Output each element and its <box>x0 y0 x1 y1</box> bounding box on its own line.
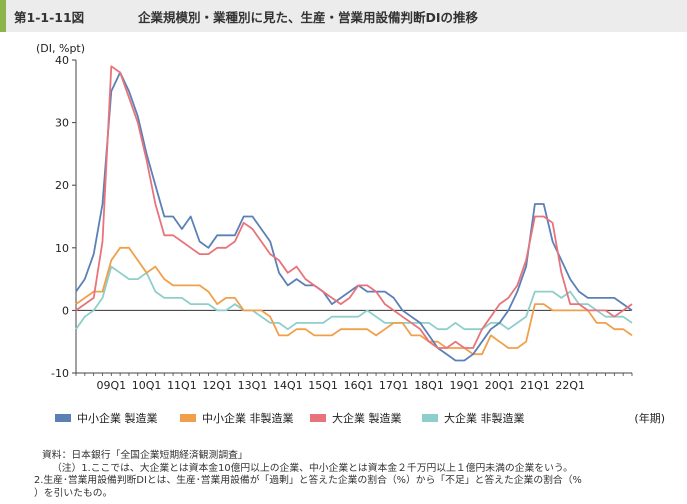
legend-swatch <box>180 414 196 422</box>
x-tick-label: 15Q1 <box>308 379 338 392</box>
x-tick-label: 09Q1 <box>96 379 126 392</box>
legend-item: 大企業 製造業 <box>310 410 402 426</box>
x-tick-label: 20Q1 <box>485 379 515 392</box>
x-tick-label: 10Q1 <box>132 379 162 392</box>
header-accent-bar <box>0 0 6 32</box>
source-notes: 資料：日本銀行「全国企業短期経済観測調査」 （注）1.ここでは、大企業とは資本金… <box>34 450 682 500</box>
legend-swatch <box>55 414 71 422</box>
y-tick-label: -10 <box>51 367 69 380</box>
y-tick-label: 30 <box>55 117 69 130</box>
legend-label: 中小企業 非製造業 <box>202 412 294 425</box>
series-line <box>75 65 633 349</box>
series-line <box>75 71 633 362</box>
x-tick-label: 22Q1 <box>555 379 585 392</box>
line-chart: (DI, %pt) -10 0 10 20 30 40 09Q1 10Q1 11Q1 12Q1 1… <box>36 42 633 392</box>
legend-item: 大企業 非製造業 <box>422 410 525 426</box>
x-tick-label: 16Q1 <box>344 379 374 392</box>
legend-swatch <box>310 414 326 422</box>
legend: 中小企業 製造業 中小企業 非製造業 大企業 製造業 大企業 非製造業 (年期) <box>55 410 665 428</box>
note-line: ）を引いたもの。 <box>34 487 113 499</box>
legend-item: 中小企業 製造業 <box>55 410 158 426</box>
legend-label: 大企業 製造業 <box>332 412 402 425</box>
series-line <box>75 246 633 356</box>
y-tick-label: 20 <box>55 179 69 192</box>
x-tick-label: 11Q1 <box>167 379 197 392</box>
legend-swatch <box>422 414 438 422</box>
source-line: 資料：日本銀行「全国企業短期経済観測調査」 <box>42 450 248 461</box>
figure-label: 第1-1-11図 <box>14 10 85 25</box>
series-line <box>75 265 633 331</box>
x-tick-label: 17Q1 <box>379 379 409 392</box>
note-line: （注）1.ここでは、大企業とは資本金10億円以上の企業、中小企業とは資本金２千万… <box>52 462 573 474</box>
y-tick-label: 40 <box>55 54 69 67</box>
figure-title: 企業規模別・業種別に見た、生産・営業用設備判断DIの推移 <box>138 10 479 25</box>
note-line: 2.生産･営業用設備判断DIとは、生産･営業用設備が「過剰」と答えた企業の割合（… <box>34 475 582 487</box>
y-tick-label: 10 <box>55 242 69 255</box>
x-tick-label: 13Q1 <box>238 379 268 392</box>
figure-header: 第1-1-11図 企業規模別・業種別に見た、生産・営業用設備判断DIの推移 <box>0 0 687 32</box>
y-tick-label: 0 <box>62 304 69 317</box>
x-tick-label: 21Q1 <box>520 379 550 392</box>
x-tick-label: 14Q1 <box>273 379 303 392</box>
x-axis-unit-label: (年期) <box>634 412 665 425</box>
x-tick-label: 19Q1 <box>449 379 479 392</box>
y-axis: -10 0 10 20 30 40 <box>51 54 77 380</box>
x-tick-label: 12Q1 <box>202 379 232 392</box>
legend-label: 中小企業 製造業 <box>77 412 158 425</box>
x-tick-label: 18Q1 <box>414 379 444 392</box>
y-axis-label: (DI, %pt) <box>36 42 85 55</box>
legend-item: 中小企業 非製造業 <box>180 410 294 426</box>
x-axis: 09Q1 10Q1 11Q1 12Q1 13Q1 14Q1 15Q1 16Q1 17Q1 18Q1… <box>75 309 633 392</box>
series-lines <box>75 65 633 362</box>
legend-label: 大企業 非製造業 <box>444 412 525 425</box>
